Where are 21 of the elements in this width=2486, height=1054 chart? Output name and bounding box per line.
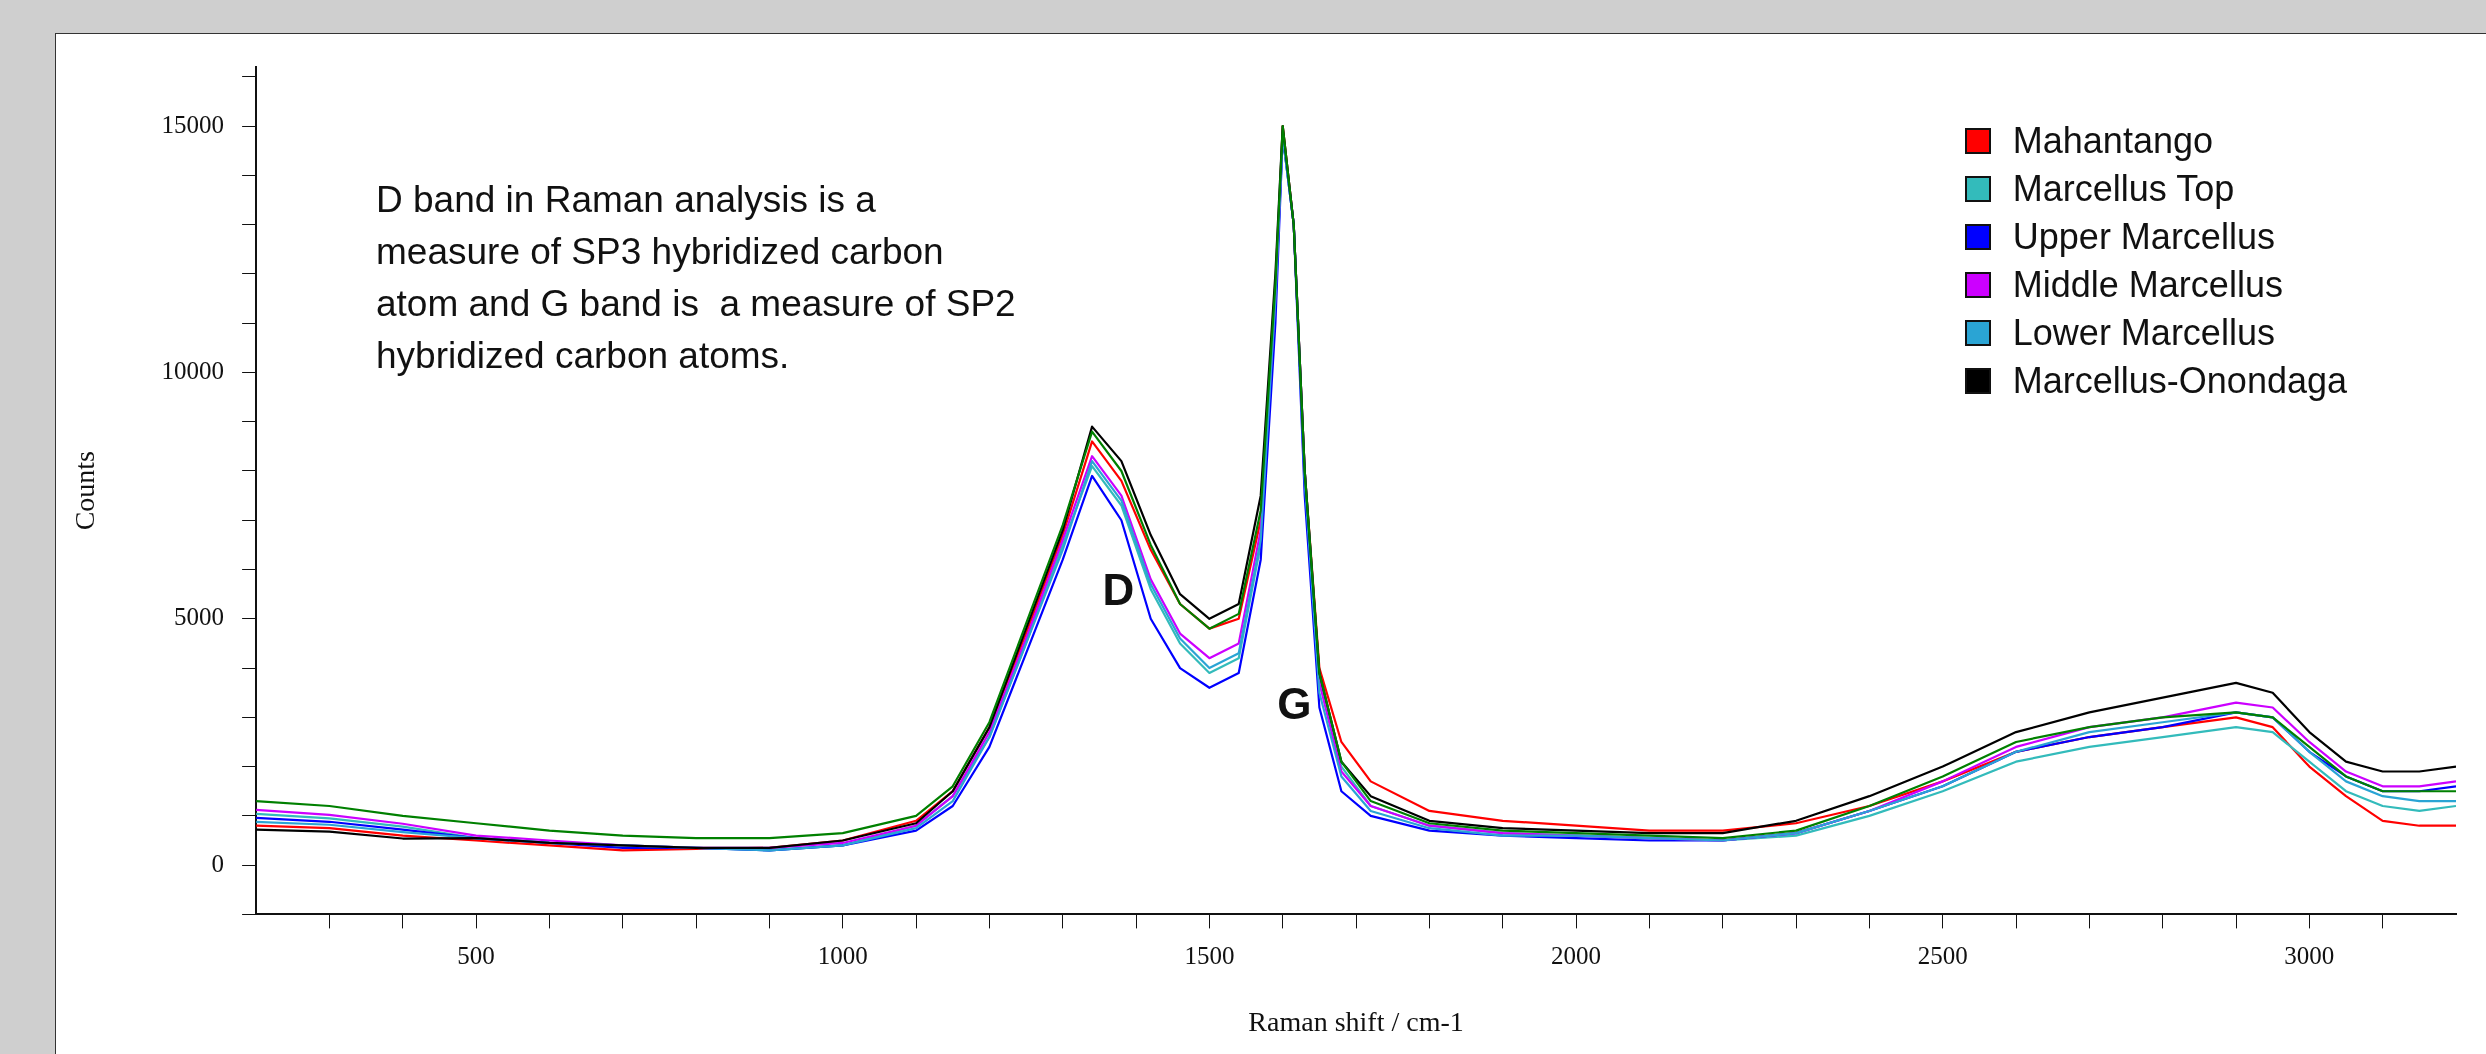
x-tick-label: 3000: [2284, 941, 2335, 969]
y-axis-title: Counts: [69, 451, 101, 531]
annotation: D band in Raman analysis is a measure of SP3 hybridized carbon atom and G band is a measure of SP2 hybridized carbon atoms.: [376, 178, 1016, 378]
y-tick-label: 0: [211, 849, 225, 877]
legend-label: Marcellus Top: [2012, 167, 2235, 211]
legend-label: Mahantango: [2012, 119, 2213, 163]
legend-label: Middle Marcellus: [2012, 263, 2283, 307]
y-tick-label: 5000: [174, 603, 225, 631]
legend-label: Lower Marcellus: [2012, 311, 2275, 355]
x-tick-label: 2000: [1551, 941, 1602, 969]
x-tick-label: 500: [457, 941, 495, 969]
annotation: D: [1102, 564, 1135, 614]
x-tick-label: 2500: [1917, 941, 1968, 969]
legend-label: Upper Marcellus: [2012, 215, 2275, 259]
x-tick-label: 1500: [1184, 941, 1235, 969]
y-tick-label: 10000: [161, 357, 225, 385]
x-axis-title: Raman shift / cm-1: [1248, 1005, 1464, 1037]
legend-label: Marcellus-Onondaga: [2012, 359, 2347, 403]
x-tick-label: 1000: [817, 941, 868, 969]
y-tick-label: 15000: [161, 110, 225, 138]
annotation: G: [1277, 678, 1312, 728]
